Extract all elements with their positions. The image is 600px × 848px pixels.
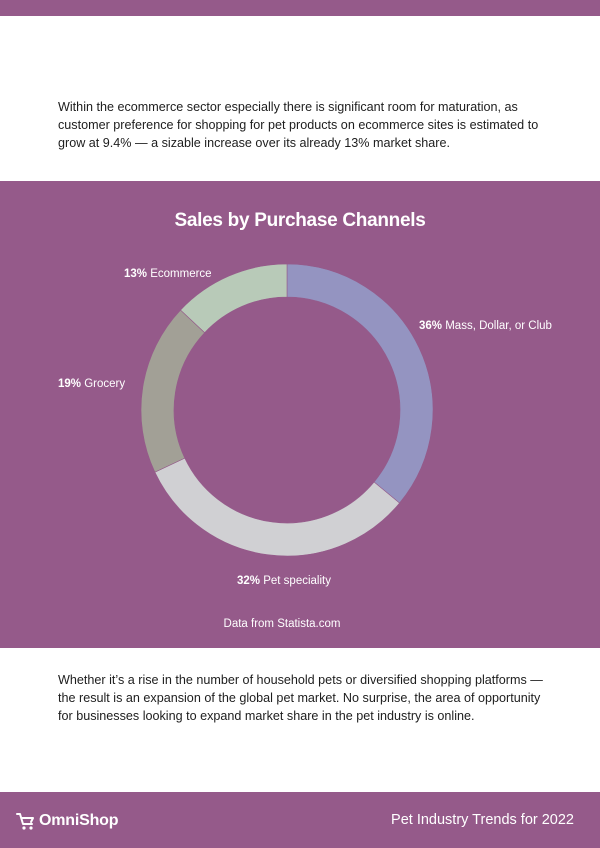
slice-label: 13% Ecommerce: [124, 268, 212, 280]
chart-title: Sales by Purchase Channels: [175, 210, 426, 231]
intro-paragraph: Within the ecommerce sector especially t…: [58, 100, 539, 150]
report-title: Pet Industry Trends for 2022: [391, 812, 574, 828]
top-bar: [0, 0, 600, 16]
slice-percent: 32%: [237, 575, 260, 587]
outro-paragraph: Whether it’s a rise in the number of hou…: [58, 673, 543, 723]
slice-name: Grocery: [81, 378, 125, 390]
shopping-cart-icon: [16, 813, 34, 830]
donut-slices: [140, 263, 434, 557]
slice-label: 36% Mass, Dollar, or Club: [419, 320, 552, 332]
chart-source: Data from Statista.com: [224, 618, 341, 630]
slice-labels: 36% Mass, Dollar, or Club 32% Pet special…: [58, 268, 552, 587]
chart-panel: Sales by Purchase Channels 36% Mass, Dol…: [0, 181, 600, 648]
footer: OmniShop Pet Industry Trends for 2022: [0, 792, 600, 848]
brand-name: OmniShop: [39, 812, 119, 829]
slice-percent: 36%: [419, 320, 442, 332]
slice-name: Mass, Dollar, or Club: [442, 320, 552, 332]
slice-label: 32% Pet speciality: [237, 575, 331, 587]
donut-slice-pet-speciality: [154, 457, 400, 557]
donut-slice-ecommerce: [180, 263, 288, 334]
slice-name: Ecommerce: [147, 268, 212, 280]
slice-label: 19% Grocery: [58, 378, 125, 390]
slice-name: Pet speciality: [260, 575, 331, 587]
donut-slice-grocery: [140, 309, 206, 473]
slice-percent: 19%: [58, 378, 81, 390]
brand-logo[interactable]: OmniShop: [16, 810, 118, 832]
donut-chart: Sales by Purchase Channels 36% Mass, Dol…: [58, 210, 552, 630]
donut-slice-mass-dollar-or-club: [286, 263, 434, 504]
slice-percent: 13%: [124, 268, 147, 280]
